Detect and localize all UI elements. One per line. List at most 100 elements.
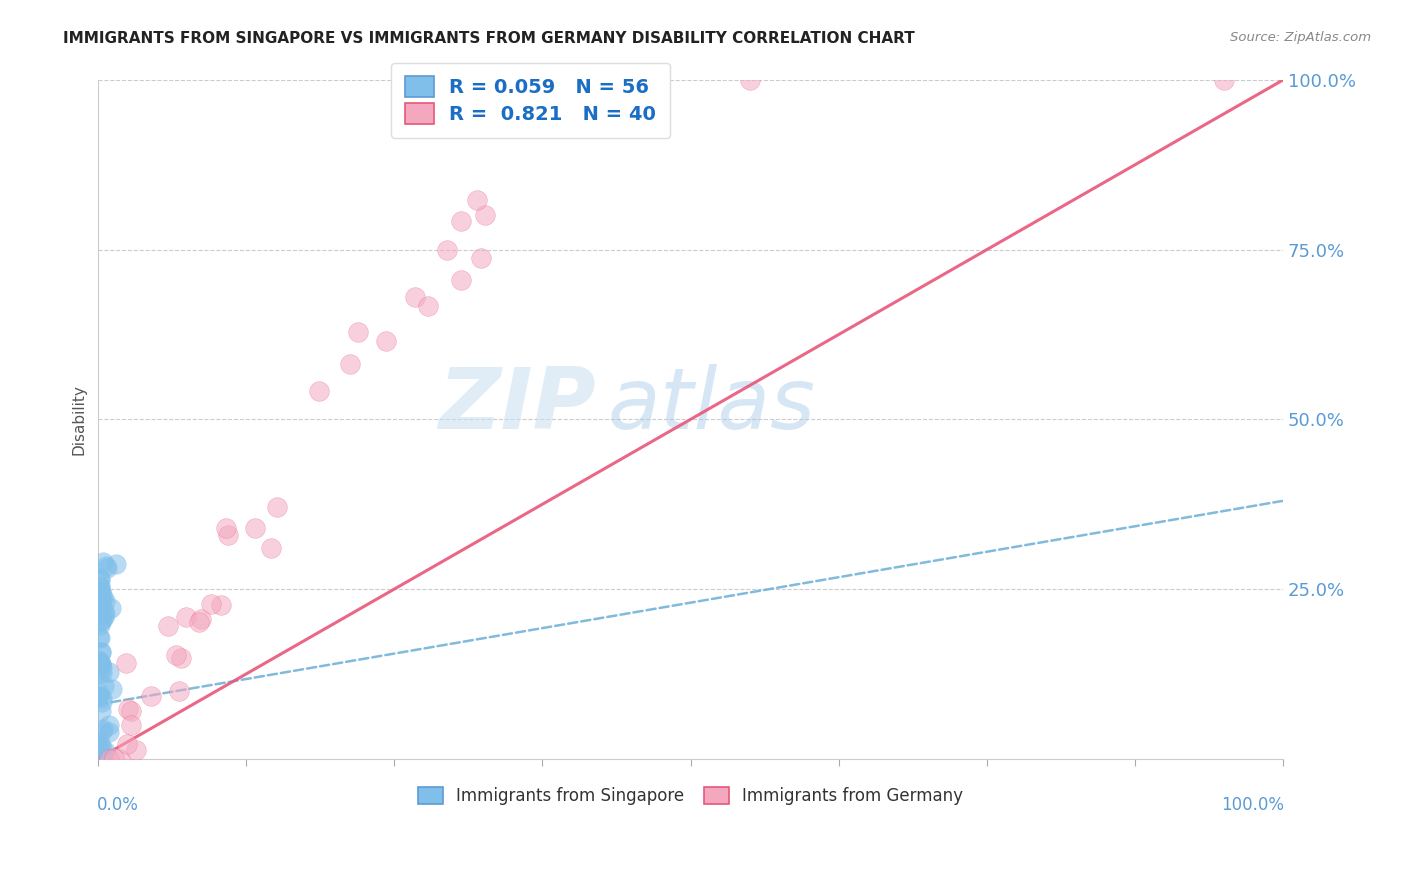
Point <box>169 684 191 698</box>
Text: Source: ZipAtlas.com: Source: ZipAtlas.com <box>1230 31 1371 45</box>
Point <box>339 357 361 371</box>
Point <box>436 243 458 257</box>
Point <box>90 657 112 672</box>
Point <box>90 613 112 627</box>
Point <box>89 581 111 595</box>
Point <box>98 718 121 732</box>
Point <box>260 541 283 555</box>
Y-axis label: Disability: Disability <box>72 384 86 455</box>
Point <box>89 689 111 703</box>
Point <box>101 681 124 696</box>
Point <box>90 645 112 659</box>
Point <box>474 208 496 222</box>
Point <box>87 740 110 755</box>
Point <box>89 617 111 632</box>
Point <box>98 665 121 679</box>
Point <box>87 630 110 644</box>
Point <box>94 607 117 622</box>
Point <box>89 589 111 603</box>
Point <box>308 384 330 398</box>
Point <box>90 615 112 629</box>
Point <box>215 521 238 535</box>
Point <box>91 723 114 738</box>
Point <box>243 521 266 535</box>
Point <box>200 597 222 611</box>
Point <box>465 194 488 208</box>
Point <box>87 656 110 670</box>
Point <box>90 593 112 607</box>
Point <box>108 752 131 766</box>
Point <box>209 598 232 612</box>
Point <box>165 648 187 662</box>
Point <box>94 559 117 574</box>
Point <box>89 686 111 700</box>
Point <box>90 657 112 672</box>
Point <box>117 737 139 751</box>
Point <box>89 655 111 669</box>
Point <box>90 586 112 600</box>
Point <box>97 752 120 766</box>
Point <box>94 743 117 757</box>
Point <box>90 645 112 659</box>
Point <box>139 689 162 703</box>
Text: 0.0%: 0.0% <box>97 797 139 814</box>
Point <box>188 615 211 629</box>
Point <box>90 738 112 752</box>
Point <box>93 603 115 617</box>
Point <box>90 590 112 604</box>
Text: IMMIGRANTS FROM SINGAPORE VS IMMIGRANTS FROM GERMANY DISABILITY CORRELATION CHAR: IMMIGRANTS FROM SINGAPORE VS IMMIGRANTS … <box>63 31 915 46</box>
Text: ZIP: ZIP <box>439 364 596 447</box>
Point <box>115 656 138 670</box>
Point <box>89 574 111 588</box>
Point <box>91 696 114 710</box>
Point <box>120 718 142 732</box>
Point <box>90 597 112 611</box>
Point <box>90 741 112 756</box>
Point <box>90 660 112 674</box>
Point <box>90 690 112 705</box>
Point <box>91 750 114 764</box>
Text: atlas: atlas <box>607 364 815 447</box>
Point <box>1212 73 1234 87</box>
Point <box>470 251 492 265</box>
Point <box>91 590 114 604</box>
Point <box>450 213 472 227</box>
Point <box>347 325 370 339</box>
Point <box>87 689 110 703</box>
Point <box>89 571 111 585</box>
Point <box>89 606 111 620</box>
Point <box>89 631 111 645</box>
Point <box>93 679 115 693</box>
Point <box>174 610 197 624</box>
Point <box>98 725 121 739</box>
Point <box>90 666 112 681</box>
Point <box>90 704 112 718</box>
Point <box>100 600 122 615</box>
Point <box>87 653 110 667</box>
Point <box>117 702 139 716</box>
Point <box>416 300 439 314</box>
Point <box>120 705 142 719</box>
Point <box>450 273 472 287</box>
Point <box>156 619 179 633</box>
Point <box>374 334 396 348</box>
Point <box>217 527 239 541</box>
Text: 100.0%: 100.0% <box>1222 797 1284 814</box>
Point <box>90 584 112 599</box>
Point <box>87 733 110 747</box>
Point <box>93 555 115 569</box>
Point <box>93 594 115 608</box>
Point <box>89 579 111 593</box>
Legend: Immigrants from Singapore, Immigrants from Germany: Immigrants from Singapore, Immigrants fr… <box>411 780 970 812</box>
Point <box>89 657 111 672</box>
Point <box>266 500 288 515</box>
Point <box>125 743 148 757</box>
Point <box>404 290 426 304</box>
Point <box>170 651 193 665</box>
Point <box>96 560 118 574</box>
Point <box>93 610 115 624</box>
Point <box>103 750 125 764</box>
Point <box>105 558 128 572</box>
Point <box>91 722 114 736</box>
Point <box>87 667 110 681</box>
